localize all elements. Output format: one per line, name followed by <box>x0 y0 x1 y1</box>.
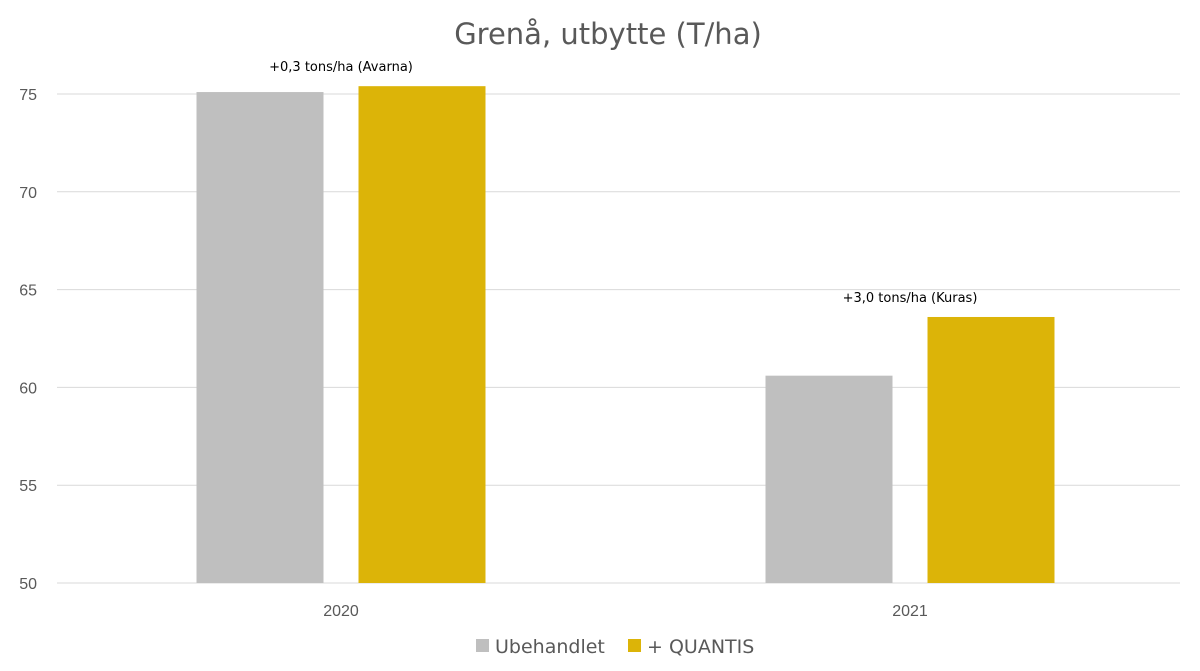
y-tick-label: 65 <box>19 283 37 300</box>
bars <box>196 86 1055 584</box>
y-tick-label: 50 <box>19 576 37 593</box>
bar-quantis-2021 <box>927 316 1055 583</box>
y-tick-label: 70 <box>19 185 37 202</box>
bar-quantis-2020 <box>358 86 486 584</box>
x-category-label: 2021 <box>892 603 928 620</box>
legend-swatch <box>476 639 489 652</box>
x-category-label: 2020 <box>323 603 359 620</box>
difference-annotation: +0,3 tons/ha (Avarna) <box>269 60 413 75</box>
difference-annotation: +3,0 tons/ha (Kuras) <box>843 291 978 306</box>
y-tick-label: 55 <box>19 478 37 495</box>
y-tick-label: 75 <box>19 87 37 104</box>
legend-swatch <box>628 639 641 652</box>
legend-label: Ubehandlet <box>495 636 605 658</box>
bar-ubehandlet-2021 <box>765 375 893 583</box>
bar-ubehandlet-2020 <box>196 92 324 583</box>
legend-label: + QUANTIS <box>647 636 754 658</box>
y-axis-ticks: 50 55 60 65 70 75 <box>19 87 37 593</box>
legend: Ubehandlet + QUANTIS <box>476 636 754 658</box>
annotations: +0,3 tons/ha (Avarna) +3,0 tons/ha (Kuras… <box>269 60 977 306</box>
y-tick-label: 60 <box>19 380 37 397</box>
x-axis-categories: 2020 2021 <box>323 603 928 620</box>
chart-title: Grenå, utbytte (T/ha) <box>454 17 762 51</box>
